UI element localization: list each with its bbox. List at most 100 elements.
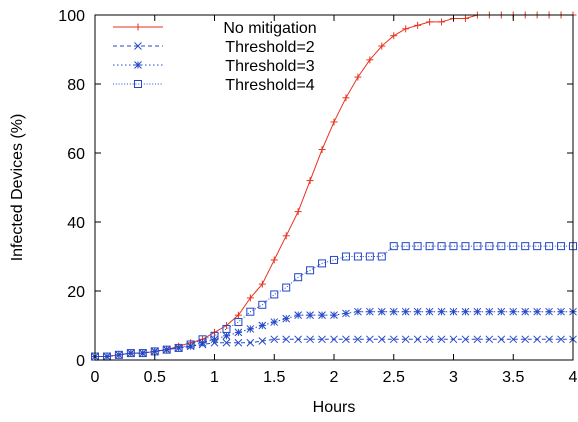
data-point xyxy=(282,314,291,323)
y-tick-label: 20 xyxy=(67,284,85,301)
data-point xyxy=(210,331,219,340)
legend: No mitigation Threshold=2 Threshold=3 Thres… xyxy=(113,20,317,94)
data-point xyxy=(497,242,506,251)
series-3 xyxy=(91,242,577,361)
y-tick-label: 60 xyxy=(67,146,85,163)
legend-marker xyxy=(134,80,142,88)
data-point xyxy=(246,294,254,302)
data-point xyxy=(461,307,470,316)
data-point xyxy=(401,307,410,316)
data-point xyxy=(306,266,315,275)
data-point xyxy=(509,307,518,316)
series-line xyxy=(95,14,573,358)
data-point xyxy=(473,307,482,316)
data-point xyxy=(162,345,171,354)
y-tick-label: 0 xyxy=(76,353,85,370)
y-axis-title: Infected Devices (%) xyxy=(9,114,26,262)
legend-marker xyxy=(134,61,142,69)
data-point xyxy=(330,335,338,344)
data-point xyxy=(402,25,410,33)
data-point xyxy=(449,307,458,316)
x-tick-label: 1.5 xyxy=(263,369,285,386)
data-point xyxy=(270,290,279,299)
data-point xyxy=(114,350,123,359)
y-tick-label: 100 xyxy=(58,8,85,25)
data-point xyxy=(425,307,434,316)
legend-label: Threshold=3 xyxy=(225,58,314,75)
data-point xyxy=(533,242,542,251)
series-1 xyxy=(91,335,577,361)
data-point xyxy=(401,335,410,344)
data-point xyxy=(258,280,266,288)
data-point xyxy=(294,335,303,344)
legend-label: Threshold=2 xyxy=(225,39,314,56)
data-point xyxy=(389,307,398,316)
x-tick-label: 3 xyxy=(449,369,458,386)
data-point xyxy=(162,345,171,354)
data-point xyxy=(186,342,195,351)
legend-entry: Threshold=3 xyxy=(113,58,315,75)
x-tick-label: 1 xyxy=(210,369,219,386)
data-point xyxy=(557,307,565,316)
legend-marker xyxy=(134,42,142,50)
series-0 xyxy=(91,11,577,361)
data-point xyxy=(413,242,422,251)
data-point xyxy=(437,307,446,316)
data-point xyxy=(485,242,494,251)
data-point xyxy=(294,273,303,282)
data-point xyxy=(389,242,398,251)
data-point xyxy=(342,309,350,318)
data-point xyxy=(390,32,398,40)
data-point xyxy=(365,307,374,316)
data-point xyxy=(401,242,410,251)
data-point xyxy=(186,340,195,349)
data-point xyxy=(354,307,362,316)
data-point xyxy=(318,311,326,320)
data-point xyxy=(246,338,255,347)
data-point xyxy=(425,335,434,344)
data-point xyxy=(521,242,530,251)
data-point xyxy=(426,18,434,26)
x-tick-label: 2 xyxy=(330,369,339,386)
data-point xyxy=(437,242,446,251)
data-point xyxy=(377,307,386,316)
data-point xyxy=(318,259,327,268)
y-tick-label: 40 xyxy=(67,215,85,232)
data-point xyxy=(258,300,267,309)
data-point xyxy=(557,335,565,344)
data-point xyxy=(485,307,494,316)
data-point xyxy=(509,335,518,344)
data-point xyxy=(509,242,518,251)
data-point xyxy=(282,335,291,344)
data-point xyxy=(330,255,338,264)
data-point xyxy=(365,335,374,344)
data-point xyxy=(342,94,350,102)
legend-marker xyxy=(134,23,142,31)
data-point xyxy=(222,324,231,333)
data-point xyxy=(521,307,530,316)
data-point xyxy=(234,311,242,319)
data-point xyxy=(389,335,398,344)
data-point xyxy=(378,42,386,50)
legend-entry: No mitigation xyxy=(113,20,317,37)
data-point xyxy=(342,335,350,344)
data-point xyxy=(330,311,338,320)
data-point xyxy=(461,335,470,344)
data-point xyxy=(258,321,267,330)
x-axis-title: Hours xyxy=(313,399,356,416)
data-point xyxy=(461,14,469,22)
data-point xyxy=(413,307,422,316)
series-layer xyxy=(91,11,577,361)
data-point xyxy=(258,337,267,345)
data-point xyxy=(449,335,458,344)
x-tick-label: 2.5 xyxy=(383,369,405,386)
data-point xyxy=(234,338,243,347)
data-point xyxy=(234,328,243,337)
data-point xyxy=(270,256,278,264)
data-point xyxy=(366,56,374,64)
data-point xyxy=(306,177,314,185)
data-point xyxy=(425,242,434,251)
data-point xyxy=(521,335,530,344)
